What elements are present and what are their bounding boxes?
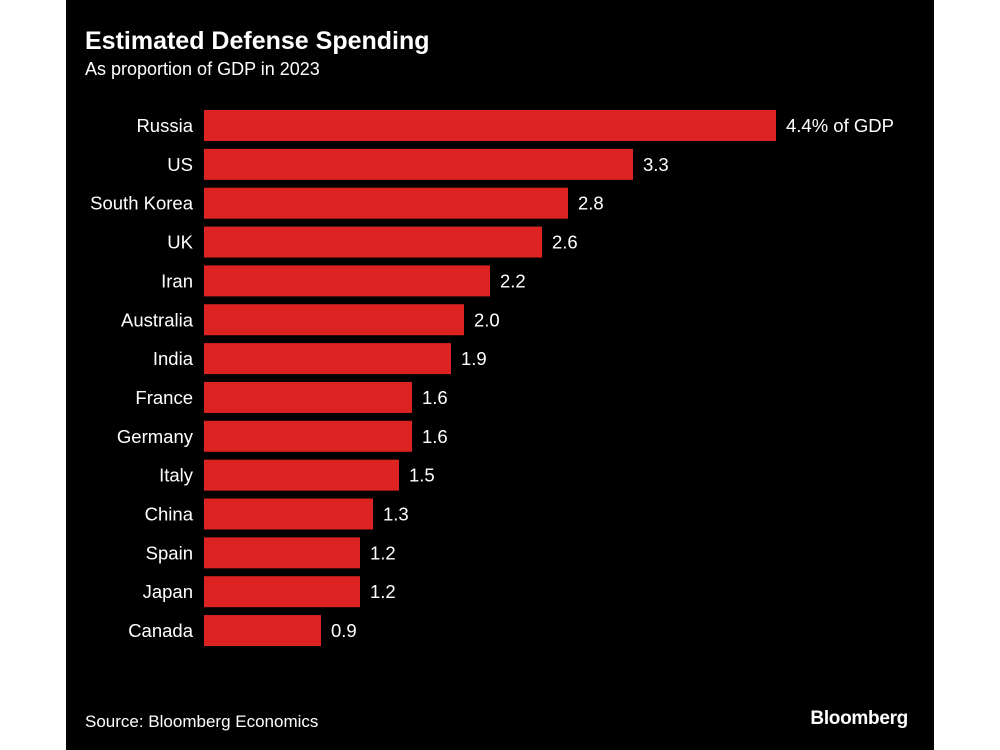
bar-australia bbox=[204, 304, 464, 336]
bar-germany bbox=[204, 420, 412, 452]
bar-uk bbox=[204, 226, 542, 258]
bar-india bbox=[204, 343, 451, 375]
category-label-russia: Russia bbox=[136, 115, 193, 136]
value-label-china: 1.3 bbox=[383, 504, 409, 525]
chart-title: Estimated Defense Spending bbox=[85, 27, 430, 55]
value-label-south-korea: 2.8 bbox=[578, 193, 604, 214]
value-label-iran: 2.2 bbox=[500, 270, 526, 291]
category-label-germany: Germany bbox=[117, 426, 194, 447]
category-label-japan: Japan bbox=[143, 581, 193, 602]
bar-japan bbox=[204, 576, 360, 608]
value-label-spain: 1.2 bbox=[370, 542, 396, 563]
value-label-italy: 1.5 bbox=[409, 465, 435, 486]
bar-iran bbox=[204, 265, 490, 297]
value-label-india: 1.9 bbox=[461, 348, 487, 369]
source-note: Source: Bloomberg Economics bbox=[85, 712, 319, 731]
value-label-russia: 4.4% of GDP bbox=[786, 115, 894, 136]
category-label-iran: Iran bbox=[161, 270, 193, 291]
value-label-uk: 2.6 bbox=[552, 232, 578, 253]
bar-south-korea bbox=[204, 187, 568, 219]
category-label-china: China bbox=[145, 504, 194, 525]
category-label-spain: Spain bbox=[146, 542, 193, 563]
category-label-india: India bbox=[153, 348, 194, 369]
bar-france bbox=[204, 381, 412, 413]
bar-chart: Russia 4.4% of GDP US 3.3 South Korea 2.8 UK 2.… bbox=[90, 110, 894, 647]
value-label-australia: 2.0 bbox=[474, 309, 500, 330]
value-label-canada: 0.9 bbox=[331, 620, 357, 641]
chart-subtitle: As proportion of GDP in 2023 bbox=[85, 59, 320, 79]
value-label-germany: 1.6 bbox=[422, 426, 448, 447]
category-label-south-korea: South Korea bbox=[90, 193, 194, 214]
bar-spain bbox=[204, 537, 360, 569]
category-label-italy: Italy bbox=[159, 465, 194, 486]
bar-italy bbox=[204, 459, 399, 491]
category-label-france: France bbox=[135, 387, 193, 408]
brand-logo: Bloomberg bbox=[810, 708, 908, 729]
category-label-australia: Australia bbox=[121, 309, 194, 330]
bar-china bbox=[204, 498, 373, 530]
value-label-us: 3.3 bbox=[643, 154, 669, 175]
category-label-us: US bbox=[167, 154, 193, 175]
bar-canada bbox=[204, 615, 321, 647]
value-label-japan: 1.2 bbox=[370, 581, 396, 602]
value-label-france: 1.6 bbox=[422, 387, 448, 408]
chart-panel: Estimated Defense Spending As proportion… bbox=[66, 0, 934, 750]
category-label-canada: Canada bbox=[128, 620, 194, 641]
category-label-uk: UK bbox=[167, 232, 193, 253]
bar-us bbox=[204, 148, 633, 180]
bar-russia bbox=[204, 110, 776, 141]
